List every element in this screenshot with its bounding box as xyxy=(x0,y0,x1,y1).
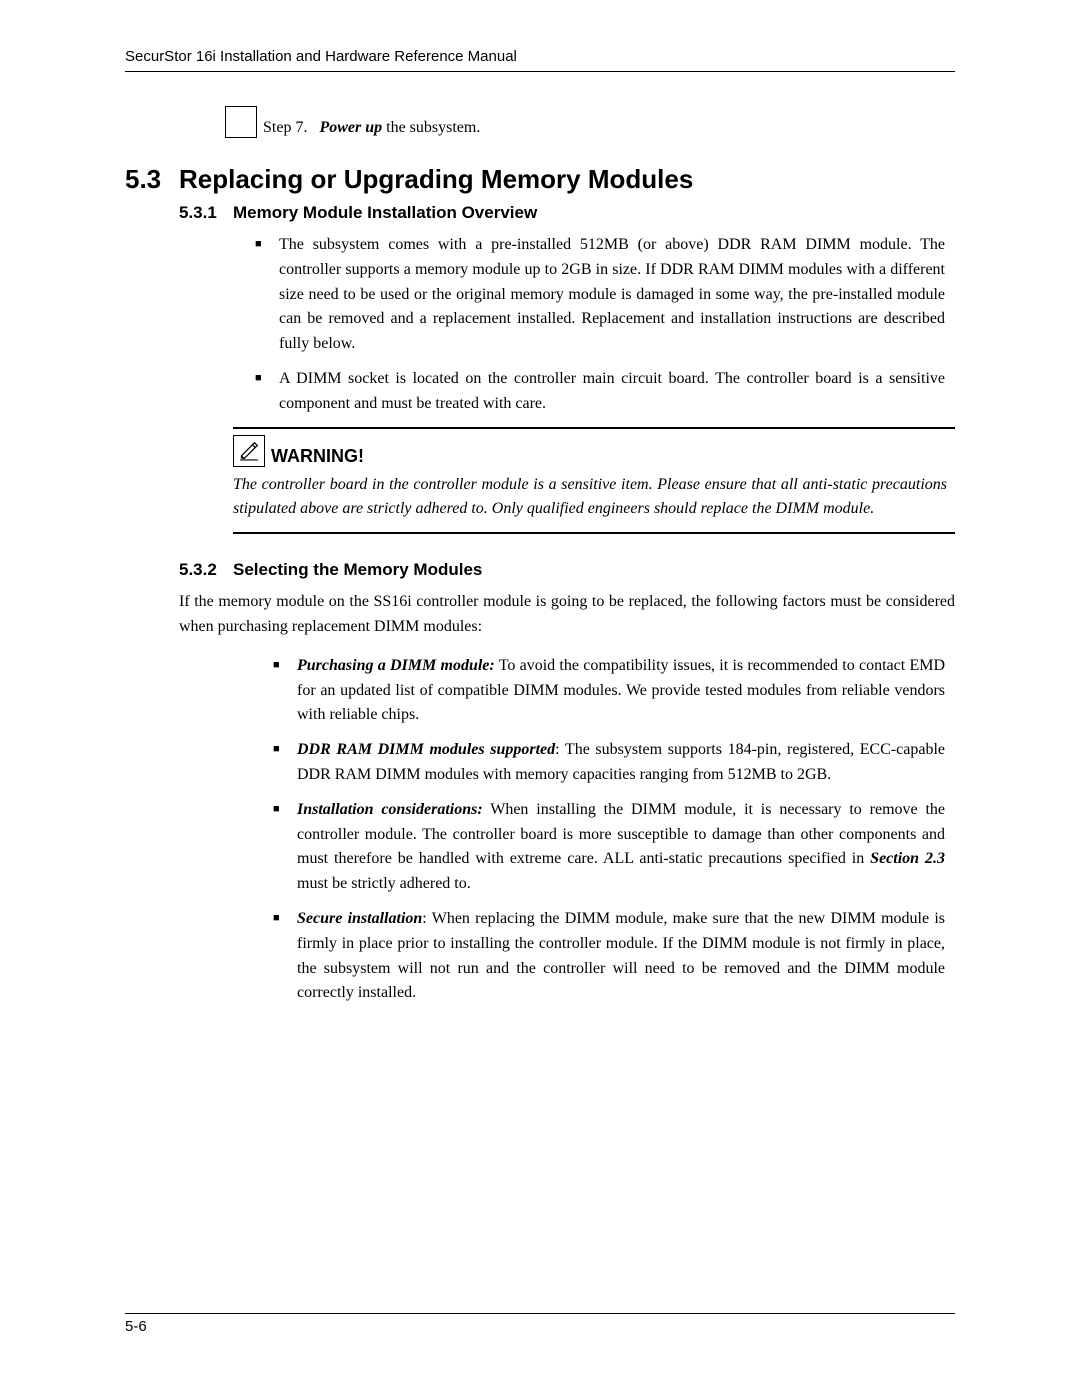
lead: Installation considerations: xyxy=(297,801,483,818)
step-label: Step 7. xyxy=(263,119,307,136)
warning-title: WARNING! xyxy=(271,446,364,467)
list-item: ■ A DIMM socket is located on the contro… xyxy=(255,367,945,417)
section-ref: Section 2.3 xyxy=(870,850,945,867)
list-item: ■ The subsystem comes with a pre-install… xyxy=(255,233,945,357)
warning-box: WARNING! The controller board in the con… xyxy=(233,427,955,535)
step-action-bold: Power up xyxy=(319,119,382,136)
section-title: Replacing or Upgrading Memory Modules xyxy=(179,164,693,195)
part-b: must be strictly adhered to. xyxy=(297,875,471,892)
bullet-icon: ■ xyxy=(273,654,297,728)
bullet-icon: ■ xyxy=(273,907,297,1006)
pencil-icon xyxy=(233,435,265,467)
bullet-icon: ■ xyxy=(273,738,297,788)
intro-paragraph: If the memory module on the SS16i contro… xyxy=(179,590,955,640)
subsection-title: Selecting the Memory Modules xyxy=(233,560,482,580)
list-text: Installation considerations: When instal… xyxy=(297,798,945,897)
page-number: 5-6 xyxy=(125,1318,147,1335)
step-text: Step 7. Power up the subsystem. xyxy=(263,120,480,138)
list-item: ■ Purchasing a DIMM module: To avoid the… xyxy=(273,654,945,728)
list-item: ■ Installation considerations: When inst… xyxy=(273,798,945,897)
list-text: The subsystem comes with a pre-installed… xyxy=(279,233,945,357)
running-header: SecurStor 16i Installation and Hardware … xyxy=(125,48,955,72)
step-action-rest: the subsystem. xyxy=(382,119,480,136)
subsection-number: 5.3.1 xyxy=(179,203,233,223)
list-item: ■ DDR RAM DIMM modules supported: The su… xyxy=(273,738,945,788)
section-heading: 5.3 Replacing or Upgrading Memory Module… xyxy=(125,164,955,195)
list-text: A DIMM socket is located on the controll… xyxy=(279,367,945,417)
list-text: Purchasing a DIMM module: To avoid the c… xyxy=(297,654,945,728)
warning-body: The controller board in the controller m… xyxy=(233,473,947,523)
selecting-list: ■ Purchasing a DIMM module: To avoid the… xyxy=(273,654,945,1006)
overview-list: ■ The subsystem comes with a pre-install… xyxy=(255,233,945,417)
step-row: Step 7. Power up the subsystem. xyxy=(225,106,955,138)
lead: DDR RAM DIMM modules supported xyxy=(297,741,555,758)
subsection-heading: 5.3.1 Memory Module Installation Overvie… xyxy=(179,203,955,223)
warning-header: WARNING! xyxy=(233,435,947,467)
lead: Secure installation xyxy=(297,910,422,927)
lead: Purchasing a DIMM module: xyxy=(297,657,495,674)
list-text: DDR RAM DIMM modules supported: The subs… xyxy=(297,738,945,788)
list-text: Secure installation: When replacing the … xyxy=(297,907,945,1006)
hand-pointing-icon xyxy=(225,106,257,138)
section-number: 5.3 xyxy=(125,164,179,195)
bullet-icon: ■ xyxy=(255,233,279,357)
page: SecurStor 16i Installation and Hardware … xyxy=(0,0,1080,1397)
subsection-number: 5.3.2 xyxy=(179,560,233,580)
footer: 5-6 xyxy=(125,1313,955,1335)
bullet-icon: ■ xyxy=(273,798,297,897)
subsection-heading: 5.3.2 Selecting the Memory Modules xyxy=(179,560,955,580)
list-item: ■ Secure installation: When replacing th… xyxy=(273,907,945,1006)
subsection-title: Memory Module Installation Overview xyxy=(233,203,537,223)
bullet-icon: ■ xyxy=(255,367,279,417)
